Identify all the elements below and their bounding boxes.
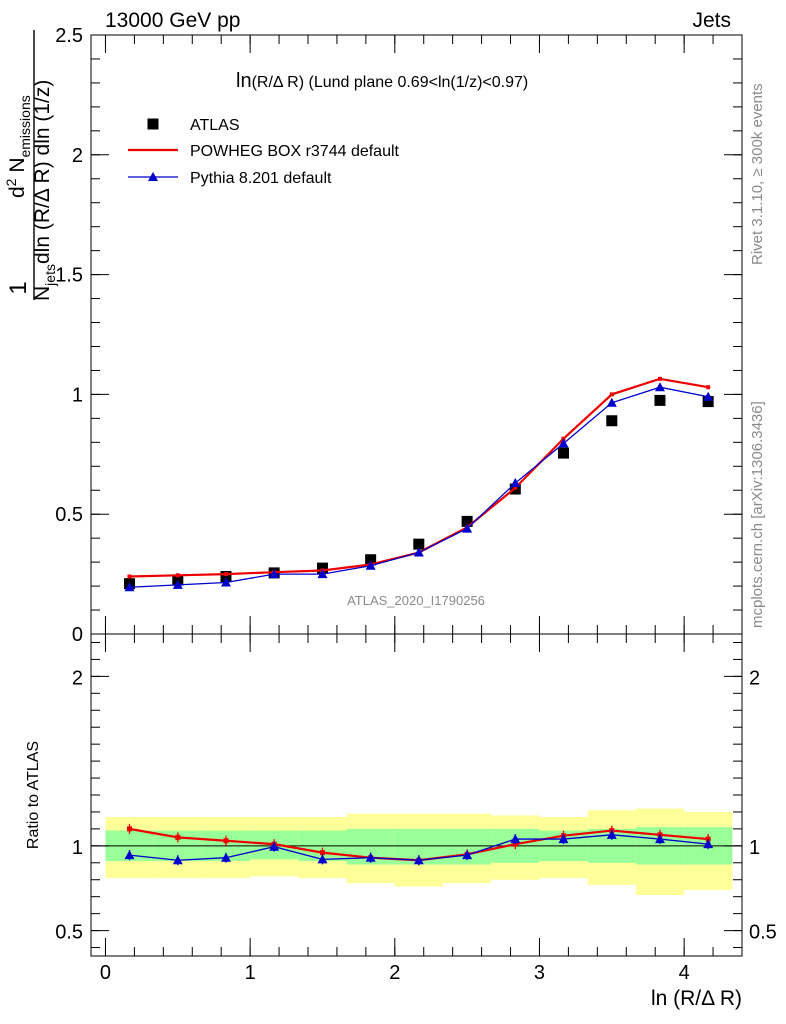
title-frac: (R/Δ R) xyxy=(252,74,304,91)
main-series xyxy=(123,376,714,592)
main-y-axis-label: 1 Njetsdln (R/Δ R) dln (1/z) d2 Nemissio… xyxy=(3,30,58,301)
series-point xyxy=(175,573,180,578)
ratio-point xyxy=(654,834,665,844)
legend: ATLAS POWHEG BOX r3744 default Pythia 8.20… xyxy=(128,117,400,187)
data-point xyxy=(413,538,425,550)
ratio-point xyxy=(462,850,473,860)
ylabel-one: 1 xyxy=(5,281,32,294)
series-point xyxy=(462,523,473,533)
y-tick-label: 2 xyxy=(72,145,83,167)
ratio-point xyxy=(220,852,231,862)
series-point xyxy=(609,392,614,397)
panel-title: ln(R/Δ R) (Lund plane 0.69<ln(1/z)<0.97) xyxy=(236,70,528,92)
ratio-y-tick-label: 0.5 xyxy=(55,922,83,944)
ratio-point xyxy=(703,839,714,849)
analysis-watermark: ATLAS_2020_I1790256 xyxy=(347,593,485,608)
series-point xyxy=(172,579,183,589)
series-point xyxy=(703,391,714,401)
ratio-point xyxy=(365,852,376,862)
ratio-point xyxy=(558,834,569,844)
ratio-point xyxy=(319,850,325,856)
series-point xyxy=(606,397,617,407)
y-tick-label: 0.5 xyxy=(55,504,83,526)
y-tick-label: 1 xyxy=(72,384,83,406)
legend-marker xyxy=(148,172,158,181)
title-rest: (Lund plane 0.69<ln(1/z)<0.97) xyxy=(304,74,528,91)
ratio-y-tick-label: 1 xyxy=(72,837,83,859)
x-tick-label: 2 xyxy=(389,962,400,984)
data-point xyxy=(557,447,569,459)
ratio-point xyxy=(512,841,518,847)
process-label: Jets xyxy=(692,9,731,32)
legend-marker xyxy=(147,118,159,130)
ratio-point xyxy=(413,855,424,865)
ratio-point xyxy=(317,854,328,864)
ratio-uncertainty-bands xyxy=(105,808,733,895)
data-point xyxy=(365,554,377,566)
ratio-point xyxy=(175,834,181,840)
y-tick-label: 2.5 xyxy=(55,25,83,47)
mcplots-label: mcplots.cern.ch [arXiv:1306.3436] xyxy=(749,401,766,628)
series-point xyxy=(127,574,132,579)
series-point xyxy=(365,560,376,570)
ratio-point xyxy=(126,826,132,832)
series-point xyxy=(413,547,424,557)
series-point xyxy=(558,438,569,448)
series-point xyxy=(269,569,280,579)
data-point xyxy=(606,415,618,427)
title-main: ln xyxy=(236,70,252,92)
ratio-point xyxy=(705,836,711,842)
axis-tick-labels: 0 0.5 1 1.5 2 2.5 0.5 0.5 1 1 2 2 0 1 2 3 4 xyxy=(55,25,777,984)
series-point xyxy=(223,572,228,577)
ratio-y-tick-label-right: 2 xyxy=(749,667,760,689)
ratio-point xyxy=(606,829,617,839)
ratio-panel-frame xyxy=(90,633,743,957)
x-tick-label: 3 xyxy=(534,962,545,984)
ratio-point xyxy=(223,838,229,844)
ratio-series xyxy=(124,823,714,866)
series-point xyxy=(124,582,135,592)
axis-ticks xyxy=(91,34,743,956)
x-tick-label: 4 xyxy=(679,962,690,984)
ratio-point xyxy=(172,855,183,865)
legend-label: Pythia 8.201 default xyxy=(190,170,332,187)
ratio-point xyxy=(124,850,135,860)
series-point xyxy=(706,385,711,390)
ratio-point xyxy=(510,834,521,844)
data-point xyxy=(461,515,473,527)
data-point xyxy=(702,396,714,408)
rivet-version-label: Rivet 3.1.10, ≥ 300k events xyxy=(749,83,766,265)
series-line xyxy=(129,386,709,588)
x-tick-label: 0 xyxy=(100,962,111,984)
data-point xyxy=(316,562,328,574)
series-point xyxy=(317,569,328,579)
series-point xyxy=(654,382,665,392)
x-axis-label: ln (R/Δ R) xyxy=(651,987,742,1010)
series-point xyxy=(513,485,518,490)
ratio-point xyxy=(269,841,280,851)
energy-label: 13000 GeV pp xyxy=(105,9,240,32)
ratio-y-tick-label: 2 xyxy=(72,667,83,689)
x-tick-label: 1 xyxy=(245,962,256,984)
ylabel-denominator: Njetsdln (R/Δ R) dln (1/z) xyxy=(31,80,58,301)
y-tick-label: 1.5 xyxy=(55,265,83,287)
data-point xyxy=(654,394,666,406)
y-tick-label: 0 xyxy=(72,624,83,646)
ratio-y-tick-label-right: 0.5 xyxy=(749,922,777,944)
data-point xyxy=(220,570,232,582)
legend-label: ATLAS xyxy=(190,117,240,134)
ratio-y-axis-label: Ratio to ATLAS xyxy=(25,741,42,849)
series-point xyxy=(220,577,231,587)
ratio-y-tick-label-right: 1 xyxy=(749,837,760,859)
series-point xyxy=(510,478,521,488)
ylabel-numerator: d2 Nemissions xyxy=(3,95,33,198)
series-point xyxy=(657,376,662,381)
legend-label: POWHEG BOX r3744 default xyxy=(190,143,400,160)
